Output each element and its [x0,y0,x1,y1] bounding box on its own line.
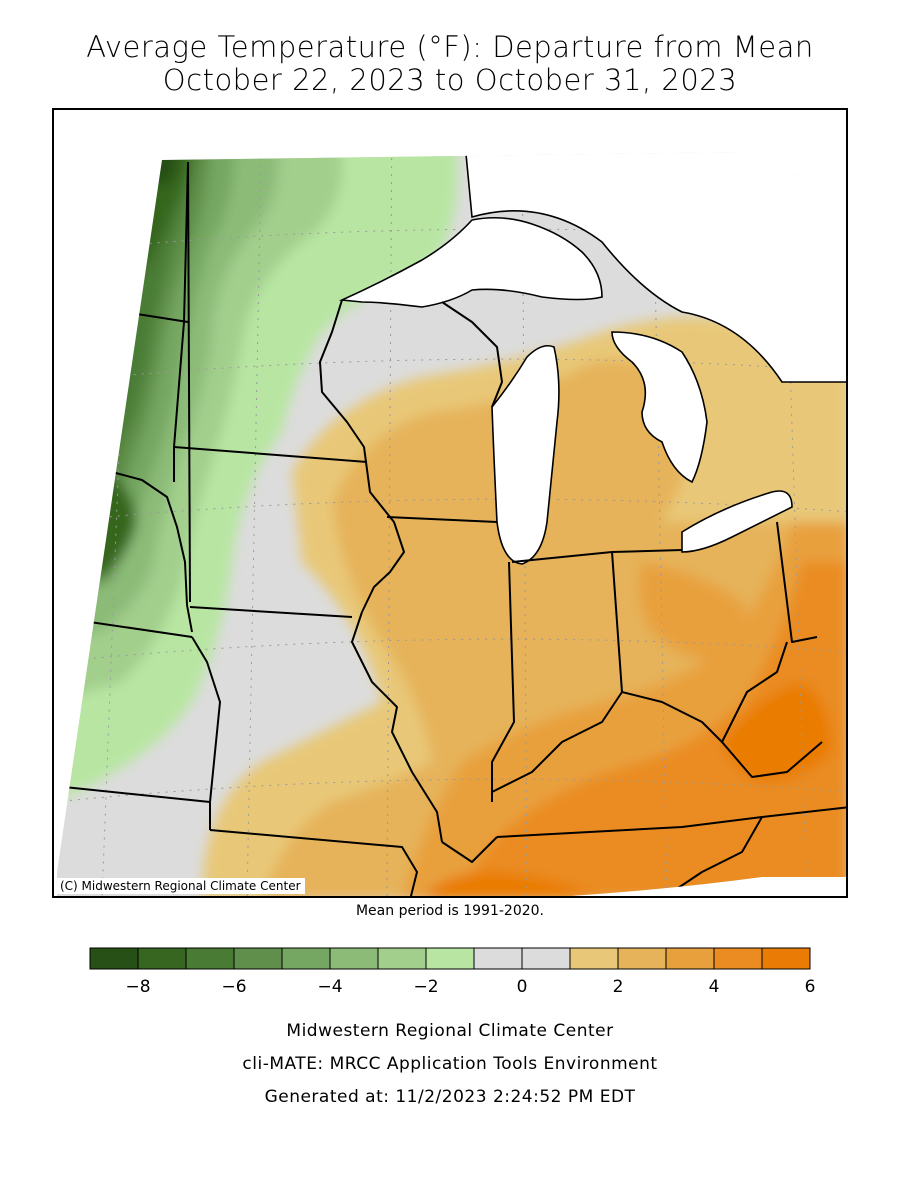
legend-bin-9 [521,947,571,970]
legend-bin-7 [425,947,475,970]
map-frame: (C) Midwestern Regional Climate Center [52,108,848,898]
map-title-line-2: October 22, 2023 to October 31, 2023 [162,63,738,97]
border-wv-ky [721,741,823,778]
legend-tick-label: −2 [413,977,438,997]
legend-bin-14 [761,947,811,970]
border-ky-north [491,641,788,793]
border-oh-pa [776,521,818,643]
lake-huron [611,331,708,484]
border-ia-mo [189,606,353,618]
border-ia-il [351,611,443,843]
border-nd-sd [136,313,189,323]
border-ks-mo [191,636,221,830]
contour-band-plus-5-south [422,872,602,896]
lake-superior [338,216,603,308]
border-mi-in-oh [511,549,683,563]
legend-tick-label: 6 [805,977,816,997]
legend-bin-12 [665,947,715,970]
border-wi-il [386,516,498,523]
legend-tick-label: −8 [125,977,150,997]
contour-fill-layer [57,152,846,896]
border-mo-ar [209,829,418,896]
state-borders [63,161,846,896]
footer-org: Midwestern Regional Climate Center [286,1021,614,1041]
legend-ticks: −8 −6 −4 −2 0 2 4 6 [125,977,815,997]
lake-erie [681,490,793,553]
legend-bin-10 [569,947,619,970]
legend-bin-13 [713,947,763,970]
legend-bin-0 [89,947,139,970]
border-ne-ks [89,621,193,638]
border-sd-ne [111,471,193,633]
border-il-ky [441,836,498,863]
legend-bin-8 [473,947,523,970]
canada-water-area [461,152,846,383]
border-va-tn [671,816,763,893]
footer-generated: Generated at: 11/2/2023 2:24:52 PM EDT [264,1087,636,1107]
legend-bin-3 [233,947,283,970]
contour-band-plus-4 [462,562,846,896]
legend-bin-4 [281,947,331,970]
border-il-in [491,561,515,802]
legend-tick-label: 4 [709,977,720,997]
legend-bin-1 [137,947,187,970]
legend-bin-11 [617,947,667,970]
border-ks-ok [63,786,211,803]
great-lakes [338,152,846,565]
legend-bin-2 [185,947,235,970]
footer-app: cli-MATE: MRCC Application Tools Environ… [242,1054,658,1074]
border-mn-wi [319,299,405,613]
legend-bin-5 [329,947,379,970]
border-mn-ia [173,446,368,463]
legend-tick-label: 2 [613,977,624,997]
border-nd-sd-mt [173,161,189,482]
border-in-oh [611,551,623,693]
border-wi-mi [441,301,503,408]
contour-band-plus-3-ohio [638,562,749,662]
legend-bins [89,947,811,970]
border-tn-ky [496,806,846,838]
legend-bin-6 [377,947,427,970]
temperature-departure-map [57,152,846,896]
color-legend: −8 −6 −4 −2 0 2 4 6 [89,947,815,997]
legend-tick-label: 0 [517,977,528,997]
border-mn-west [187,161,191,603]
mean-period-note: Mean period is 1991-2020. [355,903,545,919]
legend-tick-label: −4 [317,977,342,997]
map-title-line-1: Average Temperature (°F): Departure from… [86,30,814,64]
map-copyright: (C) Midwestern Regional Climate Center [56,878,305,894]
legend-tick-label: −6 [221,977,246,997]
